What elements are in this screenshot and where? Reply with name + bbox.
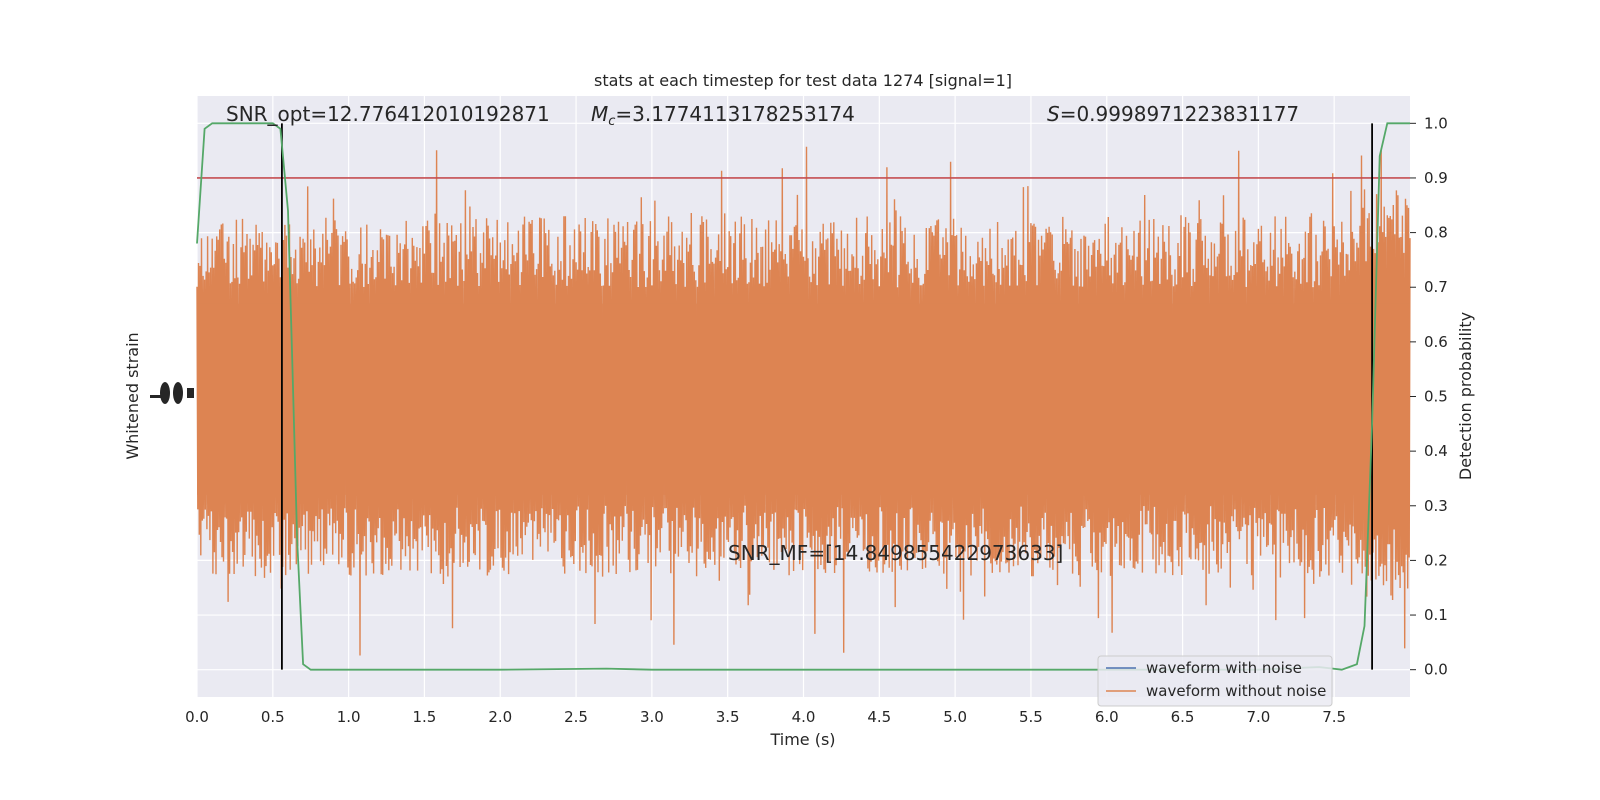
waveform-without-noise-line [196,146,1411,656]
score-symbol: S [1047,102,1060,126]
legend-label-without-noise: waveform without noise [1146,682,1326,700]
x-tick-label: 2.5 [564,708,588,726]
snr-opt-annotation: SNR_opt=12.776412010192871 [226,102,550,126]
y-tick-label: 0.1 [1424,606,1448,624]
y-tick-label: 0.6 [1424,333,1448,351]
y-tick-label: 1.0 [1424,114,1448,132]
x-tick-label: 6.0 [1095,708,1119,726]
left-axis-overlapping-ticks [150,382,194,404]
y-tick-label: 0.3 [1424,497,1448,515]
y-tick-label: 0.9 [1424,169,1448,187]
y-tick-label: 0.5 [1424,388,1448,406]
x-axis-ticks: 0.0 0.5 1.0 1.5 2.0 2.5 3.0 3.5 4.0 4.5 5.0 5.5 6.0 6… [185,708,1346,726]
y-tick-label: 0.8 [1424,224,1448,242]
legend-box [1097,655,1333,707]
waveform-core-band [197,303,1410,495]
x-tick-label: 2.0 [488,708,512,726]
detection-probability-group [196,122,1410,671]
x-tick-label: 0.0 [185,708,209,726]
chirp-mass-symbol: M [591,102,608,126]
chirp-mass-value: =3.1774113178253174 [615,102,854,126]
legend: waveform with noise waveform without noi… [1097,655,1333,707]
x-tick-label: 7.0 [1246,708,1270,726]
x-tick-label: 5.0 [943,708,967,726]
y-tick-label: 0.2 [1424,551,1448,569]
y-axis-label-left: Whitened strain [123,332,142,459]
x-tick-label: 1.0 [337,708,361,726]
y-tick-label: 0.4 [1424,442,1448,460]
x-tick-label: 0.5 [261,708,285,726]
x-tick-label: 4.5 [867,708,891,726]
y-axis-label-right: Detection probability [1456,312,1475,480]
x-tick-label: 6.5 [1171,708,1195,726]
x-tick-label: 1.5 [413,708,437,726]
detection-probability-line [196,122,1410,671]
legend-label-with-noise: waveform with noise [1146,659,1302,677]
chart-title: stats at each timestep for test data 127… [594,71,1012,90]
x-axis-label: Time (s) [769,730,835,749]
x-tick-label: 3.5 [716,708,740,726]
y-right-axis-ticks: 0.0 0.1 0.2 0.3 0.4 0.5 0.6 0.7 0.8 0.9 1.0 [1410,114,1448,679]
score-value: =0.9998971223831177 [1060,102,1299,126]
x-tick-label: 3.0 [640,708,664,726]
y-tick-label: 0.7 [1424,278,1448,296]
score-annotation: S=0.9998971223831177 [1047,102,1299,126]
chirp-mass-subscript: c [608,114,615,129]
y-tick-label: 0.0 [1424,661,1448,679]
x-tick-label: 5.5 [1019,708,1043,726]
snr-mf-annotation: SNR_MF=[14.849855422973633] [728,541,1063,565]
chirp-mass-annotation: Mc=3.1774113178253174 [591,102,855,129]
x-tick-label: 7.5 [1322,708,1346,726]
x-tick-label: 4.0 [792,708,816,726]
